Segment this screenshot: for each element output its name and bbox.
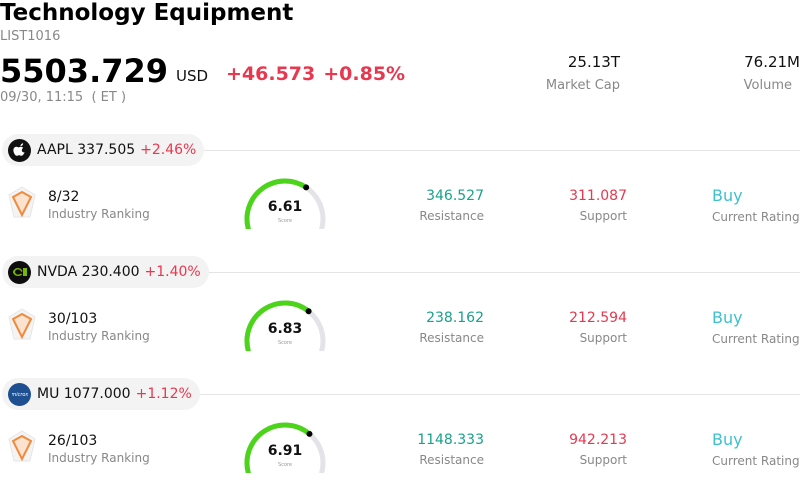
stock-symbol: AAPL [37, 142, 73, 158]
price-change-abs: +46.573 [226, 63, 316, 85]
apple-logo-icon [8, 138, 31, 162]
support-value: 311.087 [569, 188, 627, 204]
svg-text:micron: micron [12, 392, 28, 398]
score-value: 6.91 [267, 443, 303, 459]
price-change: +46.573 +0.85% [226, 63, 405, 85]
score-value: 6.61 [267, 199, 303, 215]
stock-change-pct: +2.46% [140, 142, 197, 158]
stock-row[interactable]: micron MU 1077.000 +1.12% 26/103 Industry… [0, 378, 800, 500]
industry-rank-label: Industry Ranking [48, 207, 150, 221]
support-value: 212.594 [569, 310, 627, 326]
market-cap-label: Market Cap [545, 78, 620, 93]
gauge-marker [305, 308, 312, 315]
industry-rank-label: Industry Ranking [48, 451, 150, 465]
row-divider [204, 272, 800, 273]
gauge-fill [244, 178, 309, 229]
rating-value[interactable]: Buy [712, 308, 743, 327]
support-label: Support [579, 209, 627, 223]
stock-row[interactable]: AAPL 337.505 +2.46% 8/32 Industry Ranking… [0, 134, 800, 256]
stock-pill[interactable]: NVDA 230.400 +1.40% [2, 256, 209, 288]
score-gauge [244, 422, 326, 473]
resistance-label: Resistance [419, 331, 484, 345]
ranking-icon [8, 308, 36, 340]
row-divider [196, 394, 800, 395]
micron-logo-icon: micron [8, 382, 31, 406]
volume-value: 76.21M [744, 53, 800, 71]
industry-rank-label: Industry Ranking [48, 329, 150, 343]
industry-rank: 30/103 [48, 311, 98, 327]
rating-value[interactable]: Buy [712, 430, 743, 449]
gauge-marker [303, 184, 310, 191]
row-divider [200, 150, 800, 151]
rating-label: Current Rating [712, 454, 800, 468]
score-gauge [244, 178, 326, 229]
ranking-icon [8, 430, 36, 462]
ranking-icon [8, 186, 36, 218]
stock-change-pct: +1.12% [135, 386, 192, 402]
price-change-pct: +0.85% [323, 63, 406, 85]
support-label: Support [579, 331, 627, 345]
industry-rank: 8/32 [48, 189, 80, 205]
stock-pill[interactable]: AAPL 337.505 +2.46% [2, 134, 205, 166]
index-price: 5503.729 [0, 52, 169, 90]
support-value: 942.213 [569, 432, 627, 448]
score-label: Score [277, 462, 292, 468]
gauge-fill [244, 300, 312, 351]
volume-label: Volume [743, 78, 792, 93]
resistance-value: 1148.333 [417, 432, 484, 448]
index-code: LIST1016 [0, 29, 61, 44]
rating-label: Current Rating [712, 332, 800, 346]
score-label: Score [277, 218, 292, 224]
rating-label: Current Rating [712, 210, 800, 224]
stock-symbol: MU [37, 386, 60, 402]
resistance-value: 238.162 [426, 310, 484, 326]
support-label: Support [579, 453, 627, 467]
stock-price: 1077.000 [63, 386, 131, 402]
stock-symbol: NVDA [37, 264, 78, 280]
gauge-fill [244, 422, 312, 473]
score-label: Score [277, 340, 292, 346]
page-title: Technology Equipment [0, 0, 294, 26]
resistance-label: Resistance [419, 209, 484, 223]
stock-row[interactable]: NVDA 230.400 +1.40% 30/103 Industry Ranki… [0, 256, 800, 378]
score-value: 6.83 [267, 321, 303, 337]
resistance-label: Resistance [419, 453, 484, 467]
stock-pill[interactable]: micron MU 1077.000 +1.12% [2, 378, 200, 410]
stock-price: 337.505 [77, 142, 136, 158]
rating-value[interactable]: Buy [712, 186, 743, 205]
currency-label: USD [176, 67, 209, 85]
market-cap-value: 25.13T [567, 53, 620, 71]
timestamp: 09/30, 11:15 ( ET ) [0, 90, 127, 105]
score-gauge [244, 300, 326, 351]
nvidia-logo-icon [8, 260, 31, 284]
gauge-marker [306, 430, 313, 437]
stock-price: 230.400 [81, 264, 140, 280]
stock-change-pct: +1.40% [144, 264, 201, 280]
resistance-value: 346.527 [426, 188, 484, 204]
industry-rank: 26/103 [48, 433, 98, 449]
